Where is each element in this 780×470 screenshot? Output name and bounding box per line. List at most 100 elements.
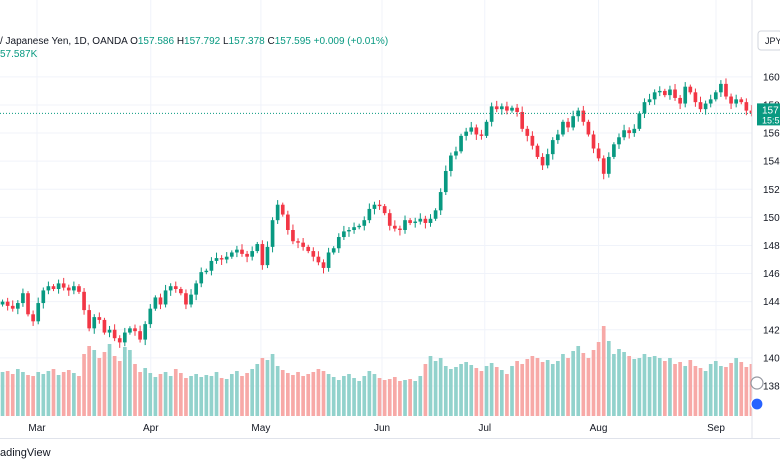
change-value: +0.009 (+0.01%) <box>313 36 389 47</box>
candle-body <box>112 329 117 339</box>
volume-bar <box>459 364 463 416</box>
volume-bar <box>433 361 438 416</box>
candles <box>0 78 754 348</box>
candle-body <box>72 286 76 291</box>
volume-bar <box>275 366 280 416</box>
volume-bar <box>443 366 448 416</box>
volume-bar <box>148 373 153 416</box>
volume-bar <box>235 371 239 416</box>
candle-body <box>163 290 168 305</box>
volume-bar <box>357 381 362 416</box>
candle-body <box>311 251 316 257</box>
branding-label[interactable]: adingView <box>0 447 51 459</box>
volume-bar <box>352 378 356 416</box>
volume-bar <box>107 344 112 416</box>
candle-body <box>31 314 35 322</box>
candle-body <box>199 272 204 284</box>
symbol-title[interactable]: / Japanese Yen, 1D, OANDA <box>0 36 128 47</box>
candle-body <box>306 246 311 252</box>
candle-body <box>683 86 688 104</box>
candle-body <box>647 99 652 103</box>
volume-bar <box>46 371 51 416</box>
candle-body <box>357 225 362 228</box>
candle-body <box>474 127 479 135</box>
candle-body <box>642 102 647 114</box>
candle-body <box>606 156 611 174</box>
candle-body <box>581 110 586 122</box>
volume-bar <box>561 354 565 416</box>
volume-bar <box>535 358 540 416</box>
candle-body <box>347 230 351 232</box>
volume-bar <box>612 354 616 416</box>
candle-body <box>117 338 122 343</box>
candle-body <box>515 107 519 112</box>
volume-bar <box>749 364 754 416</box>
volume-bar <box>260 358 265 416</box>
volume-bar <box>652 356 657 416</box>
price-axis-label: 144 <box>763 297 780 308</box>
volume-bar <box>627 356 632 416</box>
volume-bar <box>133 364 137 416</box>
candle-body <box>36 303 41 322</box>
volume-bar <box>703 371 708 416</box>
candle-body <box>408 220 412 223</box>
volume-bar <box>668 358 672 416</box>
volume-bar <box>87 346 91 416</box>
price-axis-labels: 160158156154152150148146144142140138 <box>763 72 780 392</box>
candle-body <box>499 106 504 110</box>
close-key: C <box>267 36 275 47</box>
candle-body <box>525 128 530 136</box>
open-value: 157.586 <box>137 36 175 47</box>
candle-body <box>489 106 494 122</box>
time-axis-labels: Mar Apr May Jun Jul Aug Sep <box>28 423 725 434</box>
currency-badge[interactable]: JPY <box>757 30 780 51</box>
candle-body <box>449 155 453 171</box>
candle-body <box>10 305 15 309</box>
time-axis-label: May <box>251 423 270 434</box>
candle-body <box>663 90 667 96</box>
candle-body <box>204 270 209 273</box>
volume-bar <box>214 372 219 416</box>
volume-bar <box>245 373 249 416</box>
candle-body <box>719 83 723 93</box>
candle-body <box>540 156 545 166</box>
volume-bar <box>316 369 321 416</box>
volume-bar <box>189 376 193 416</box>
event-markers <box>750 376 764 411</box>
volume-bar <box>657 358 662 416</box>
candle-body <box>270 220 275 247</box>
volume-bar <box>724 367 728 416</box>
candle-body <box>235 249 239 253</box>
volume-bar <box>158 374 163 416</box>
candle-body <box>403 220 407 230</box>
candle-body <box>601 158 606 174</box>
volume-bar <box>326 374 331 416</box>
candle-body <box>321 262 326 268</box>
volume-bar <box>36 372 41 416</box>
time-axis-label: Apr <box>143 423 159 434</box>
candle-body <box>133 328 137 332</box>
candle-body <box>128 328 132 333</box>
volume-bars <box>0 326 754 416</box>
candle-body <box>443 170 448 193</box>
volume-bar <box>72 373 76 416</box>
candle-body <box>586 121 591 135</box>
current-price-tag: 157 15:5 <box>757 103 780 126</box>
volume-bar <box>515 361 519 416</box>
volume-bar <box>0 372 5 416</box>
volume-bar <box>291 375 295 416</box>
volume-bar <box>520 364 525 416</box>
candle-body <box>51 286 56 290</box>
volume-bar <box>5 371 10 416</box>
volume-bar <box>693 366 698 416</box>
candle-body <box>209 260 214 271</box>
candle-body <box>265 246 270 266</box>
volume-bar <box>31 376 35 416</box>
candle-body <box>459 135 463 152</box>
volume-bar <box>586 358 591 416</box>
price-axis-label: 142 <box>763 325 780 336</box>
price-axis-label: 148 <box>763 241 780 252</box>
volume-bar <box>342 376 346 416</box>
volume-bar <box>494 367 499 416</box>
